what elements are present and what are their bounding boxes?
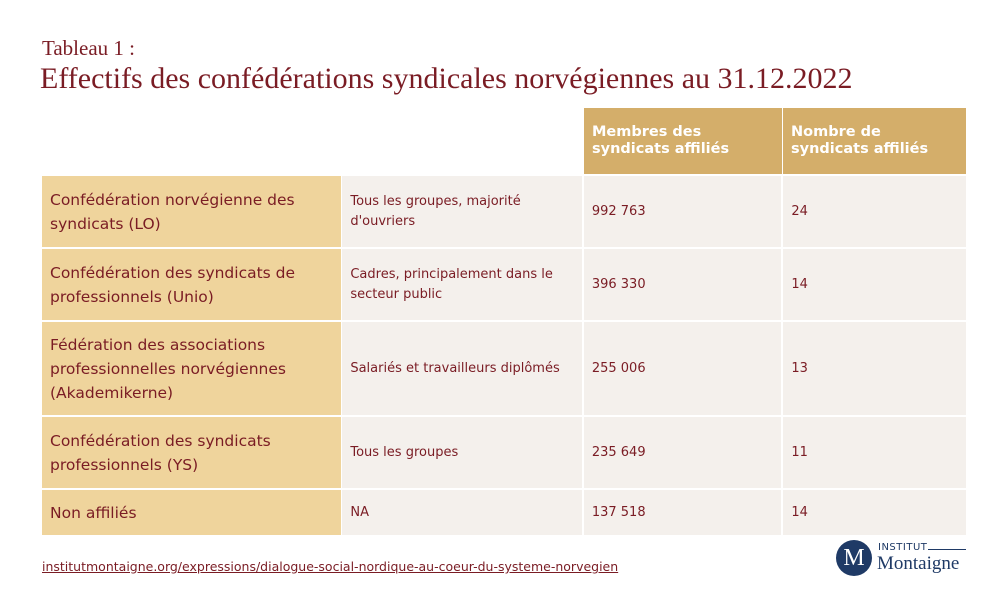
table-header-row: Membres des syndicats affiliés Nombre de…	[42, 108, 966, 174]
table-kicker: Tableau 1 :	[42, 36, 135, 60]
row-members: 396 330	[583, 249, 782, 320]
row-name: Non affiliés	[42, 490, 342, 535]
header-blank-name	[42, 108, 342, 174]
logo-divider	[928, 549, 966, 550]
row-description: Tous les groupes, majorité d'ouvriers	[342, 176, 582, 247]
logo-top-text: INSTITUT	[878, 542, 928, 553]
row-description: Cadres, principalement dans le secteur p…	[342, 249, 582, 320]
row-count: 24	[783, 176, 967, 247]
row-count: 14	[783, 249, 967, 320]
institut-montaigne-logo: M INSTITUT Montaigne	[836, 540, 968, 576]
row-members: 992 763	[583, 176, 782, 247]
row-members: 235 649	[583, 417, 782, 488]
row-description: Tous les groupes	[342, 417, 582, 488]
unions-table: Membres des syndicats affiliés Nombre de…	[42, 108, 967, 535]
logo-badge-icon: M	[836, 540, 872, 576]
row-members: 137 518	[583, 490, 782, 535]
row-description: Salariés et travailleurs diplômés	[342, 322, 582, 415]
row-description: NA	[342, 490, 582, 535]
header-blank-description	[342, 108, 583, 174]
column-header-count: Nombre de syndicats affiliés	[783, 108, 966, 174]
source-link[interactable]: institutmontaigne.org/expressions/dialog…	[42, 559, 619, 574]
row-name: Confédération des syndicats de professio…	[42, 249, 342, 320]
table-row: Confédération des syndicats de professio…	[42, 249, 967, 320]
row-members: 255 006	[583, 322, 782, 415]
table-row: Confédération des syndicats professionne…	[42, 417, 967, 488]
row-name: Confédération des syndicats professionne…	[42, 417, 342, 488]
logo-main-text: Montaigne	[877, 553, 960, 574]
row-count: 13	[783, 322, 967, 415]
row-name: Confédération norvégienne des syndicats …	[42, 176, 342, 247]
column-header-members: Membres des syndicats affiliés	[584, 108, 782, 174]
row-count: 11	[783, 417, 967, 488]
row-name: Fédération des associations professionne…	[42, 322, 342, 415]
table-row: Non affiliés NA 137 518 14	[42, 490, 967, 535]
row-count: 14	[783, 490, 967, 535]
page-title: Effectifs des confédérations syndicales …	[40, 62, 853, 95]
table-row: Fédération des associations professionne…	[42, 322, 967, 415]
table-row: Confédération norvégienne des syndicats …	[42, 176, 967, 247]
